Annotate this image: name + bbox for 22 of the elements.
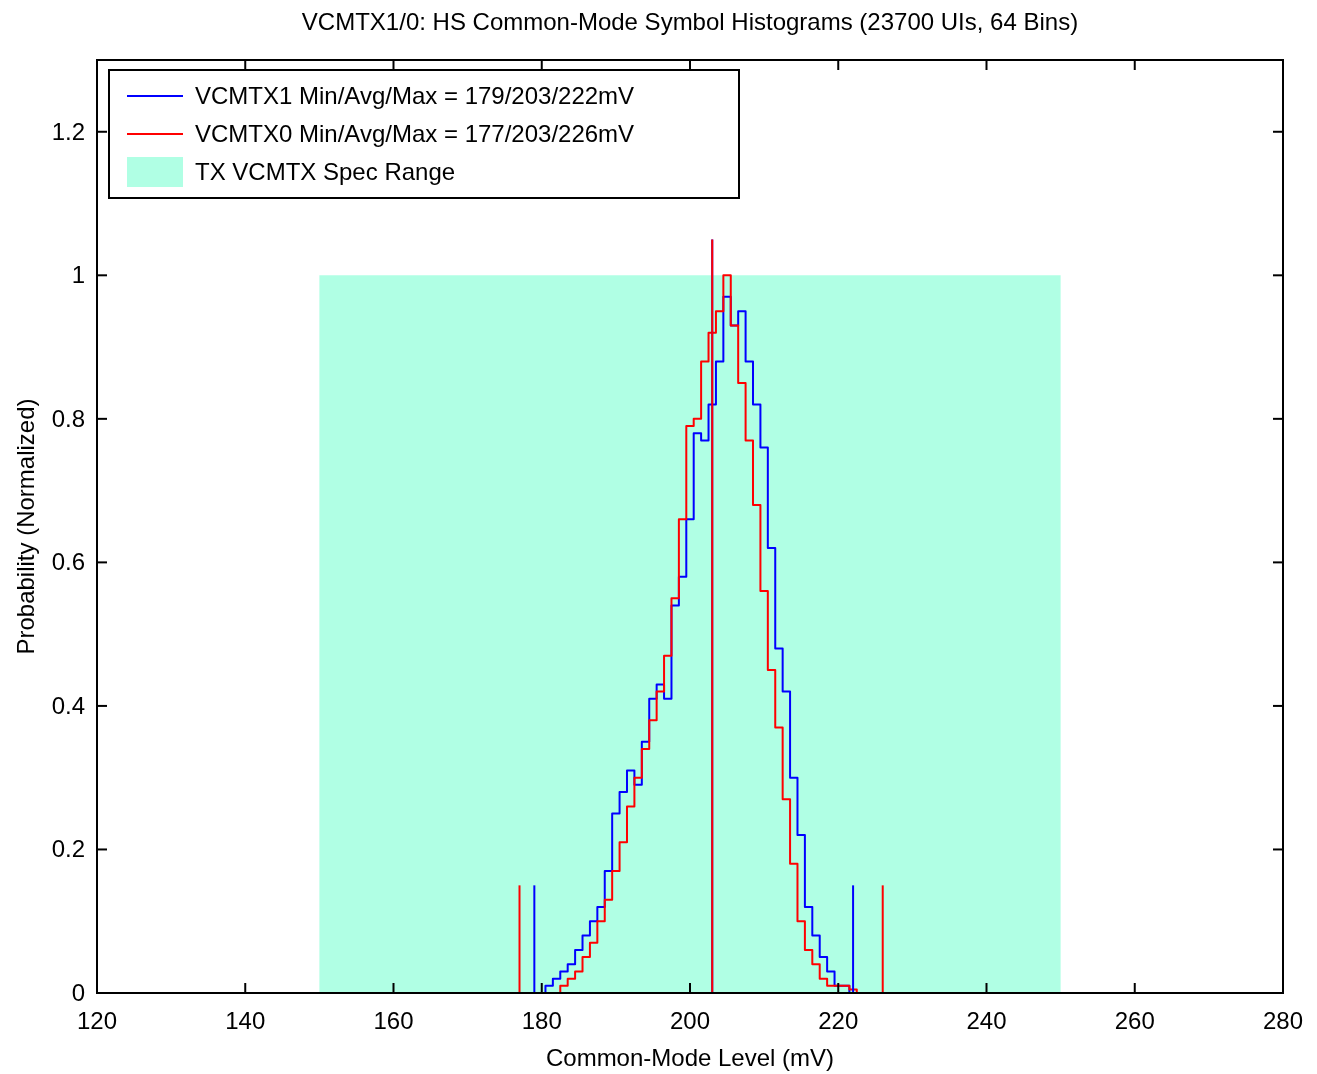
y-tick-label: 1.2 <box>51 117 85 145</box>
legend-label: VCMTX1 Min/Avg/Max = 179/203/222mV <box>195 82 635 109</box>
x-tick-label: 180 <box>521 1007 562 1034</box>
x-tick-label: 240 <box>966 1007 1007 1034</box>
x-tick-label: 140 <box>225 1007 266 1034</box>
x-tick-label: 120 <box>76 1007 118 1034</box>
y-tick-label: 0.6 <box>51 548 85 576</box>
y-tick-label: 0 <box>71 979 85 1006</box>
y-tick-label: 0.8 <box>51 404 85 432</box>
y-axis-title: Probability (Normalized) <box>12 398 39 655</box>
legend-label: TX VCMTX Spec Range <box>195 158 456 185</box>
x-tick-label: 280 <box>1262 1007 1304 1034</box>
chart-title: VCMTX1/0: HS Common-Mode Symbol Histograms (23700 UIs, 64 Bins) <box>301 8 1079 35</box>
x-tick-label: 220 <box>818 1007 859 1034</box>
y-tick-label: 0.4 <box>51 691 85 719</box>
y-tick-label: 0.2 <box>51 835 85 863</box>
x-tick-label: 200 <box>669 1007 711 1034</box>
y-tick-label: 1 <box>71 261 85 289</box>
x-tick-label: 260 <box>1114 1007 1155 1034</box>
legend-label: VCMTX0 Min/Avg/Max = 177/203/226mV <box>195 120 635 147</box>
x-axis-title: Common-Mode Level (mV) <box>545 1044 835 1071</box>
x-tick-label: 160 <box>373 1007 414 1034</box>
